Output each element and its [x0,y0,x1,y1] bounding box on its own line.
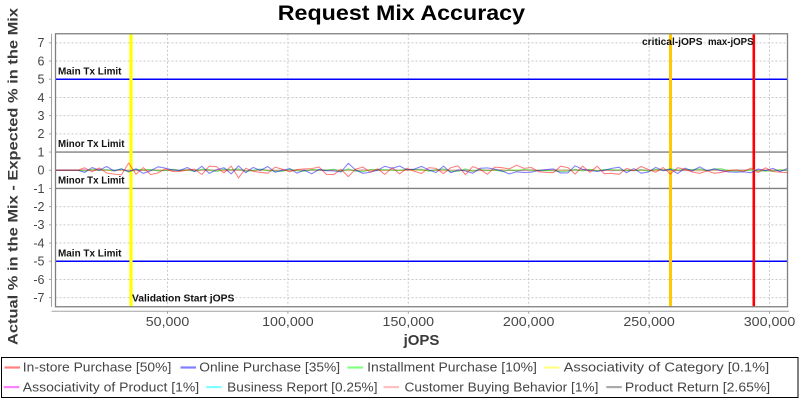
svg-text:Request Mix Accuracy: Request Mix Accuracy [278,2,526,25]
svg-text:7: 7 [38,36,45,50]
svg-text:jOPS: jOPS [403,332,440,349]
svg-text:-2: -2 [33,200,44,214]
svg-text:3: 3 [38,109,45,123]
svg-text:300,000: 300,000 [744,314,796,329]
svg-text:-4: -4 [33,236,44,250]
svg-text:Online Purchase [35%]: Online Purchase [35%] [199,359,340,374]
svg-text:6: 6 [38,54,45,68]
svg-text:Installment Purchase [10%]: Installment Purchase [10%] [367,359,537,374]
svg-text:Business Report [0.25%]: Business Report [0.25%] [227,379,377,394]
svg-text:Actual % in the Mix - Expected: Actual % in the Mix - Expected % in the … [5,8,21,345]
svg-text:In-store Purchase [50%]: In-store Purchase [50%] [23,359,172,374]
svg-text:Validation Start jOPS: Validation Start jOPS [132,294,235,305]
svg-text:Main Tx Limit: Main Tx Limit [58,66,122,77]
svg-text:-7: -7 [33,291,44,305]
svg-text:-1: -1 [33,182,44,196]
svg-text:5: 5 [38,73,45,87]
svg-text:Customer Buying Behavior [1%]: Customer Buying Behavior [1%] [405,379,599,394]
svg-text:200,000: 200,000 [503,314,555,329]
svg-text:Minor Tx Limit: Minor Tx Limit [58,176,125,187]
svg-text:Product Return [2.65%]: Product Return [2.65%] [625,379,770,394]
svg-text:Minor Tx Limit: Minor Tx Limit [58,139,125,150]
svg-text:2: 2 [38,127,45,141]
svg-text:100,000: 100,000 [262,314,314,329]
svg-text:50,000: 50,000 [146,314,190,329]
svg-text:150,000: 150,000 [383,314,435,329]
svg-text:Associativity of Category [0.1: Associativity of Category [0.1%] [564,359,770,374]
svg-text:0: 0 [38,164,45,178]
svg-text:-3: -3 [33,218,44,232]
svg-text:Associativity of Product [1%]: Associativity of Product [1%] [23,379,199,394]
svg-text:Main Tx Limit: Main Tx Limit [58,248,122,259]
svg-text:250,000: 250,000 [623,314,675,329]
svg-text:critical-jOPS: critical-jOPS [642,37,703,48]
svg-text:4: 4 [38,91,45,105]
svg-text:max-jOPS: max-jOPS [708,37,754,48]
svg-text:-5: -5 [33,255,44,269]
svg-text:-6: -6 [33,273,44,287]
svg-text:1: 1 [38,145,45,159]
